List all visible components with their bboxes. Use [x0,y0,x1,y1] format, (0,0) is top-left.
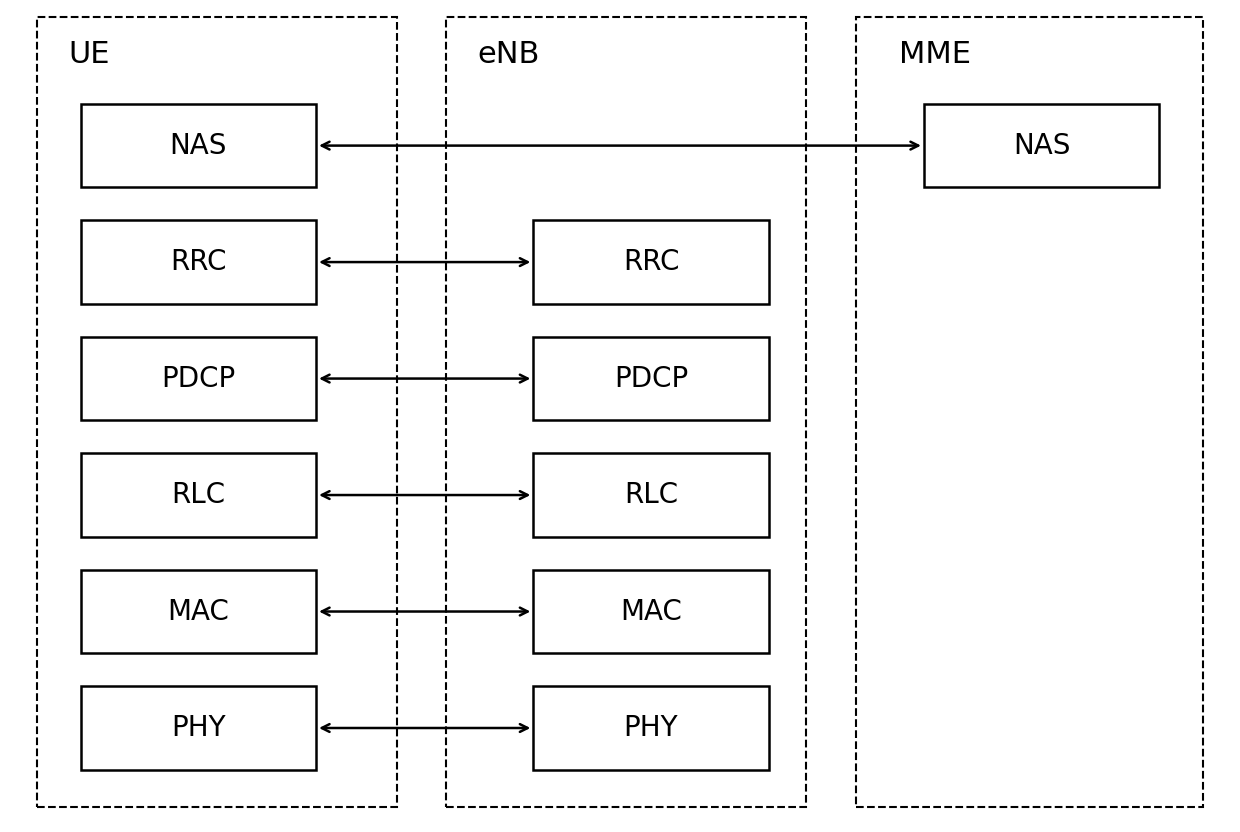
Text: PHY: PHY [624,714,678,742]
Bar [533,570,769,653]
Text: NAS: NAS [1013,131,1070,160]
Text: PHY: PHY [171,714,226,742]
Bar [81,570,316,653]
Text: MAC: MAC [620,597,682,626]
Text: UE: UE [68,40,109,68]
Text: RLC: RLC [171,481,226,509]
Bar [81,453,316,537]
Bar [533,686,769,770]
Text: RRC: RRC [170,248,227,276]
Text: RLC: RLC [624,481,678,509]
Bar [856,17,1203,807]
Text: NAS: NAS [170,131,227,160]
Bar [533,220,769,304]
Text: MME: MME [899,40,971,68]
Bar [533,453,769,537]
Bar [81,220,316,304]
Bar [81,686,316,770]
Bar [446,17,806,807]
Text: RRC: RRC [622,248,680,276]
Bar [81,337,316,420]
Bar [533,337,769,420]
Text: MAC: MAC [167,597,229,626]
Bar [81,104,316,187]
Bar [924,104,1159,187]
Text: PDCP: PDCP [161,364,236,393]
Bar [37,17,397,807]
Text: PDCP: PDCP [614,364,688,393]
Text: eNB: eNB [477,40,539,68]
